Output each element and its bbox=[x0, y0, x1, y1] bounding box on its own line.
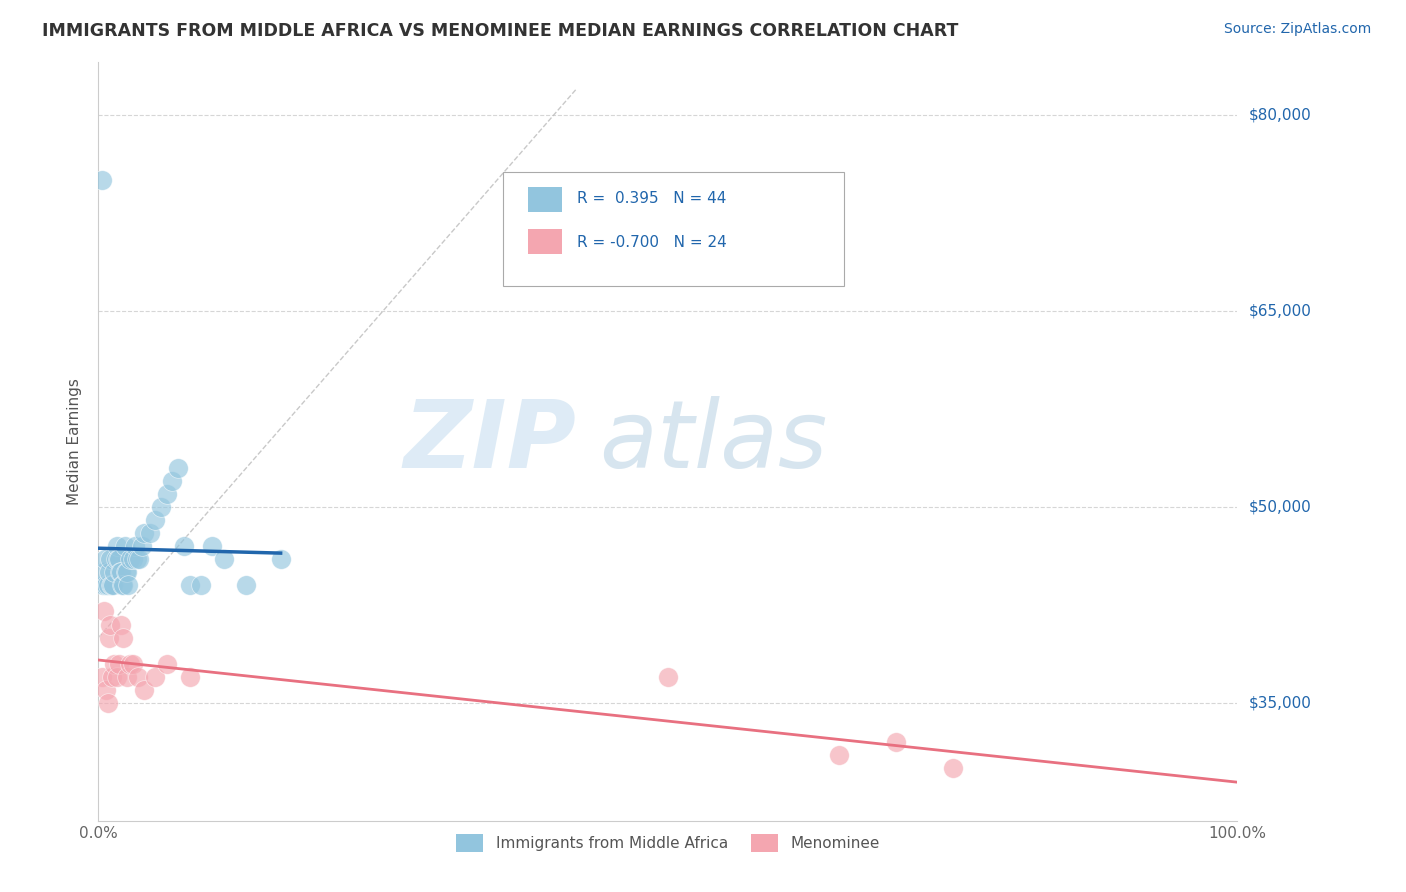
Point bbox=[110, 617, 132, 632]
FancyBboxPatch shape bbox=[503, 172, 845, 286]
Bar bbox=[527, 229, 562, 254]
Point bbox=[128, 552, 150, 566]
Point bbox=[145, 513, 167, 527]
Point bbox=[150, 500, 173, 514]
Point bbox=[101, 578, 124, 592]
Point bbox=[94, 552, 117, 566]
Point bbox=[179, 578, 201, 592]
Text: $50,000: $50,000 bbox=[1249, 500, 1312, 515]
Y-axis label: Median Earnings: Median Earnings bbox=[67, 378, 83, 505]
Point bbox=[179, 670, 201, 684]
Point bbox=[112, 631, 135, 645]
Text: atlas: atlas bbox=[599, 396, 828, 487]
Point bbox=[91, 578, 114, 592]
Point bbox=[97, 631, 120, 645]
Point bbox=[98, 552, 121, 566]
Point bbox=[124, 539, 146, 553]
Point bbox=[96, 696, 118, 710]
Point bbox=[108, 552, 131, 566]
Point bbox=[120, 657, 142, 671]
Point bbox=[114, 566, 136, 580]
Point bbox=[103, 657, 125, 671]
Point bbox=[93, 605, 115, 619]
Point bbox=[117, 578, 139, 592]
Point bbox=[105, 670, 128, 684]
Point bbox=[100, 578, 122, 592]
Point bbox=[104, 552, 127, 566]
Text: Source: ZipAtlas.com: Source: ZipAtlas.com bbox=[1223, 22, 1371, 37]
Text: IMMIGRANTS FROM MIDDLE AFRICA VS MENOMINEE MEDIAN EARNINGS CORRELATION CHART: IMMIGRANTS FROM MIDDLE AFRICA VS MENOMIN… bbox=[42, 22, 959, 40]
Text: $80,000: $80,000 bbox=[1249, 107, 1312, 122]
Point bbox=[103, 578, 125, 592]
Point bbox=[156, 487, 179, 501]
Point bbox=[657, 670, 679, 684]
Point bbox=[173, 539, 195, 553]
Point bbox=[115, 670, 138, 684]
Point bbox=[90, 173, 112, 187]
Point bbox=[120, 552, 142, 566]
Point bbox=[162, 474, 184, 488]
Point bbox=[127, 552, 149, 566]
Point bbox=[107, 552, 129, 566]
Point bbox=[884, 735, 907, 749]
Text: ZIP: ZIP bbox=[404, 395, 576, 488]
Point bbox=[110, 566, 132, 580]
Point bbox=[97, 566, 120, 580]
Point bbox=[131, 539, 153, 553]
Point bbox=[167, 460, 190, 475]
Text: $35,000: $35,000 bbox=[1249, 696, 1312, 711]
Text: $65,000: $65,000 bbox=[1249, 303, 1312, 318]
Point bbox=[156, 657, 179, 671]
Point bbox=[98, 617, 121, 632]
Text: R = -0.700   N = 24: R = -0.700 N = 24 bbox=[576, 235, 727, 250]
Point bbox=[121, 552, 143, 566]
Point bbox=[111, 578, 134, 592]
Point bbox=[90, 670, 112, 684]
Point bbox=[212, 552, 235, 566]
Point bbox=[145, 670, 167, 684]
Point bbox=[114, 539, 136, 553]
Point bbox=[96, 578, 118, 592]
Point bbox=[270, 552, 292, 566]
Point bbox=[93, 566, 115, 580]
Point bbox=[96, 578, 118, 592]
Point bbox=[828, 748, 851, 763]
Text: R =  0.395   N = 44: R = 0.395 N = 44 bbox=[576, 192, 725, 206]
Point bbox=[942, 761, 965, 775]
Point bbox=[108, 657, 131, 671]
Point bbox=[138, 526, 160, 541]
Point bbox=[201, 539, 224, 553]
Point bbox=[101, 670, 124, 684]
Point bbox=[132, 682, 155, 697]
Point bbox=[235, 578, 257, 592]
Legend: Immigrants from Middle Africa, Menominee: Immigrants from Middle Africa, Menominee bbox=[450, 828, 886, 858]
Point bbox=[190, 578, 212, 592]
Point bbox=[132, 526, 155, 541]
Point bbox=[121, 657, 143, 671]
Point bbox=[96, 682, 118, 697]
Point bbox=[115, 566, 138, 580]
Point bbox=[112, 578, 135, 592]
Point bbox=[105, 539, 128, 553]
Bar bbox=[527, 186, 562, 211]
Point bbox=[127, 670, 149, 684]
Point bbox=[103, 566, 125, 580]
Point bbox=[108, 566, 131, 580]
